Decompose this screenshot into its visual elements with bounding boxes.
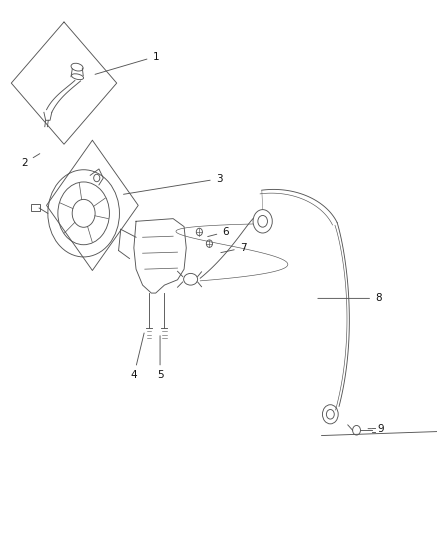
Bar <box>31 204 40 211</box>
Text: 3: 3 <box>124 174 223 195</box>
Text: 7: 7 <box>221 243 246 253</box>
Text: 1: 1 <box>95 52 159 74</box>
Text: 6: 6 <box>208 227 229 237</box>
Text: 8: 8 <box>318 293 381 303</box>
Text: 4: 4 <box>131 333 144 381</box>
Text: 5: 5 <box>157 336 163 381</box>
Text: 2: 2 <box>21 154 40 168</box>
Text: 9: 9 <box>368 424 384 434</box>
